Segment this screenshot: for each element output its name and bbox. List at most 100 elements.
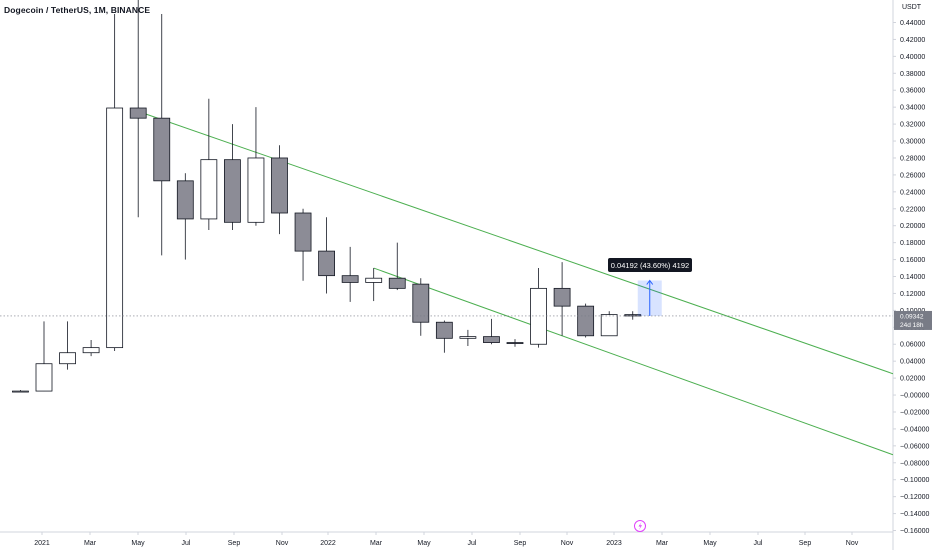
y-tick-label: 0.44000 [900,20,925,27]
candle-body [341,275,359,283]
candle[interactable] [247,107,265,226]
x-tick-label: Nov [846,540,859,547]
y-tick-label: −0.10000 [900,477,929,484]
y-tick-label: −0.06000 [900,443,929,450]
y-tick-label: 0.34000 [900,105,925,112]
price-axis: 0.44000 0.42000 0.40000 0.38000 0.36000 0.340… [893,20,929,535]
candle[interactable] [388,242,406,291]
candle[interactable] [530,268,547,348]
y-tick-label: 0.26000 [900,172,925,179]
x-tick-label: Mar [84,540,97,547]
candle[interactable] [365,268,383,302]
candle[interactable] [271,145,288,235]
candle[interactable] [35,321,53,392]
candle-body [624,314,642,317]
candle[interactable] [553,262,571,336]
candle[interactable] [223,124,241,230]
y-tick-label: −0.08000 [900,460,929,467]
measure-label-bg [608,258,692,272]
x-tick-label: Jul [754,540,763,547]
y-tick-label: 0.02000 [900,376,925,383]
candle[interactable] [153,14,171,256]
y-tick-label: 0.42000 [900,37,925,44]
y-tick-label: −0.16000 [900,528,929,535]
chart-title: Dogecoin / TetherUS, 1M, BINANCE [4,5,151,15]
candle-body [12,390,29,393]
trendline[interactable] [373,267,893,456]
candle-body [577,305,595,337]
y-tick-label: −0.14000 [900,511,929,518]
price-badge-value: 0.09342 [900,313,924,320]
x-tick-label: May [131,540,145,547]
candle-body [318,250,336,277]
candle[interactable] [106,14,124,352]
measure-arrow-head [646,279,654,285]
x-tick-label: Sep [514,540,527,547]
candle-body [35,363,53,392]
candle-body [365,277,383,283]
y-tick-label: 0.24000 [900,189,925,196]
y-tick-label: 0.16000 [900,257,925,264]
candle-body [106,107,124,349]
candle[interactable] [506,339,524,347]
x-tick-label: Nov [561,540,574,547]
candle-body [459,336,477,339]
candle-body [247,157,265,223]
y-tick-label: 0.38000 [900,71,925,78]
candle[interactable] [412,278,430,336]
candle[interactable] [577,303,595,338]
candle[interactable] [483,318,500,345]
candle[interactable] [341,246,359,302]
x-tick-label: Mar [656,540,669,547]
y-tick-label: 0.36000 [900,88,925,95]
y-tick-label: 0.28000 [900,155,925,162]
y-tick-label: 0.32000 [900,122,925,129]
candle-body [59,352,76,365]
candle[interactable] [12,389,29,393]
candle-body [82,347,100,354]
price-badge-countdown: 24d 18h [900,322,924,329]
candle-body [553,287,571,307]
trendlines [138,110,893,456]
measure-label: 0.04192 (43.60%) 4192 [611,261,689,270]
y-tick-label: 0.30000 [900,139,925,146]
candle[interactable] [459,329,477,346]
x-tick-label: Jul [182,540,191,547]
candle-body [176,180,194,220]
candle[interactable] [82,340,100,357]
candle[interactable] [624,311,642,320]
y-tick-label: 0.14000 [900,274,925,281]
candle-body [412,283,430,323]
candle[interactable] [59,321,76,370]
x-tick-label: Sep [799,540,812,547]
current-price-line: 0.09342 24d 18h [0,310,932,330]
lightning-icon[interactable] [634,520,646,532]
y-tick-label: 0.04000 [900,359,925,366]
candle[interactable] [600,311,618,337]
y-tick-label: −0.00000 [900,393,929,400]
y-tick-label: −0.12000 [900,494,929,501]
candle[interactable] [435,320,453,353]
measure-tool: 0.04192 (43.60%) 4192 [608,258,692,316]
y-tick-label: 0.18000 [900,240,925,247]
y-tick-label: 0.06000 [900,342,925,349]
candle-body [388,277,406,289]
x-tick-label: Jul [468,540,477,547]
candle[interactable] [129,0,147,218]
candle[interactable] [200,98,218,230]
y-tick-label: 0.20000 [900,223,925,230]
candle-body [223,159,241,223]
y-tick-label: 0.12000 [900,291,925,298]
candles [12,0,642,393]
candle[interactable] [318,217,336,294]
x-tick-label: 2023 [606,540,622,547]
candle-body [435,321,453,339]
y-tick-label: 0.22000 [900,206,925,213]
candle-body [129,107,147,119]
x-tick-label: Sep [228,540,241,547]
candle[interactable] [294,208,312,281]
trendline[interactable] [138,110,893,375]
candle[interactable] [176,173,194,260]
